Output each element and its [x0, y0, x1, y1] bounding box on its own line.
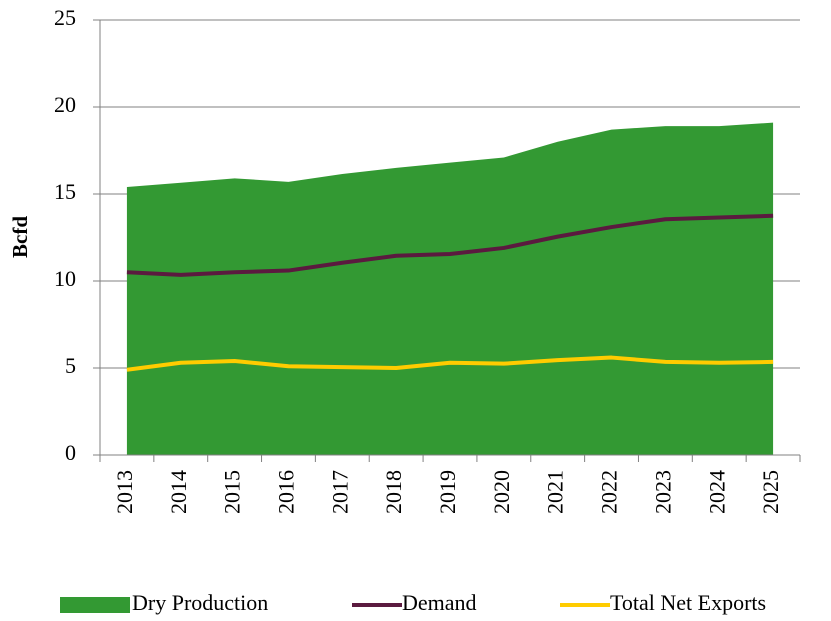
legend-label: Dry Production [132, 590, 268, 615]
x-tick-label: 2021 [543, 470, 568, 514]
y-tick-label: 15 [54, 179, 76, 204]
y-tick-label: 0 [65, 440, 76, 465]
area [126, 122, 774, 455]
x-tick-label: 2024 [704, 470, 729, 514]
x-tick-label: 2019 [435, 470, 460, 514]
x-tick-label: 2015 [220, 470, 245, 514]
legend-label: Total Net Exports [610, 590, 766, 615]
y-tick-label: 10 [54, 266, 76, 291]
x-tick-label: 2013 [112, 470, 137, 514]
legend-label: Demand [402, 590, 477, 615]
x-tick-label: 2022 [597, 470, 622, 514]
x-tick-label: 2018 [381, 470, 406, 514]
x-tick-label: 2016 [274, 470, 299, 514]
y-tick-label: 25 [54, 5, 76, 30]
x-tick-label: 2025 [758, 470, 783, 514]
y-tick-label: 5 [65, 353, 76, 378]
y-tick-label: 20 [54, 92, 76, 117]
x-tick-label: 2017 [327, 470, 352, 514]
line [126, 213, 774, 277]
x-tick-label: 2014 [166, 470, 191, 514]
y-axis-label: Bcfd [8, 216, 32, 258]
x-tick-label: 2020 [489, 470, 514, 514]
x-tick-label: 2023 [650, 470, 675, 514]
legend-swatch [60, 597, 130, 613]
line [126, 355, 774, 372]
